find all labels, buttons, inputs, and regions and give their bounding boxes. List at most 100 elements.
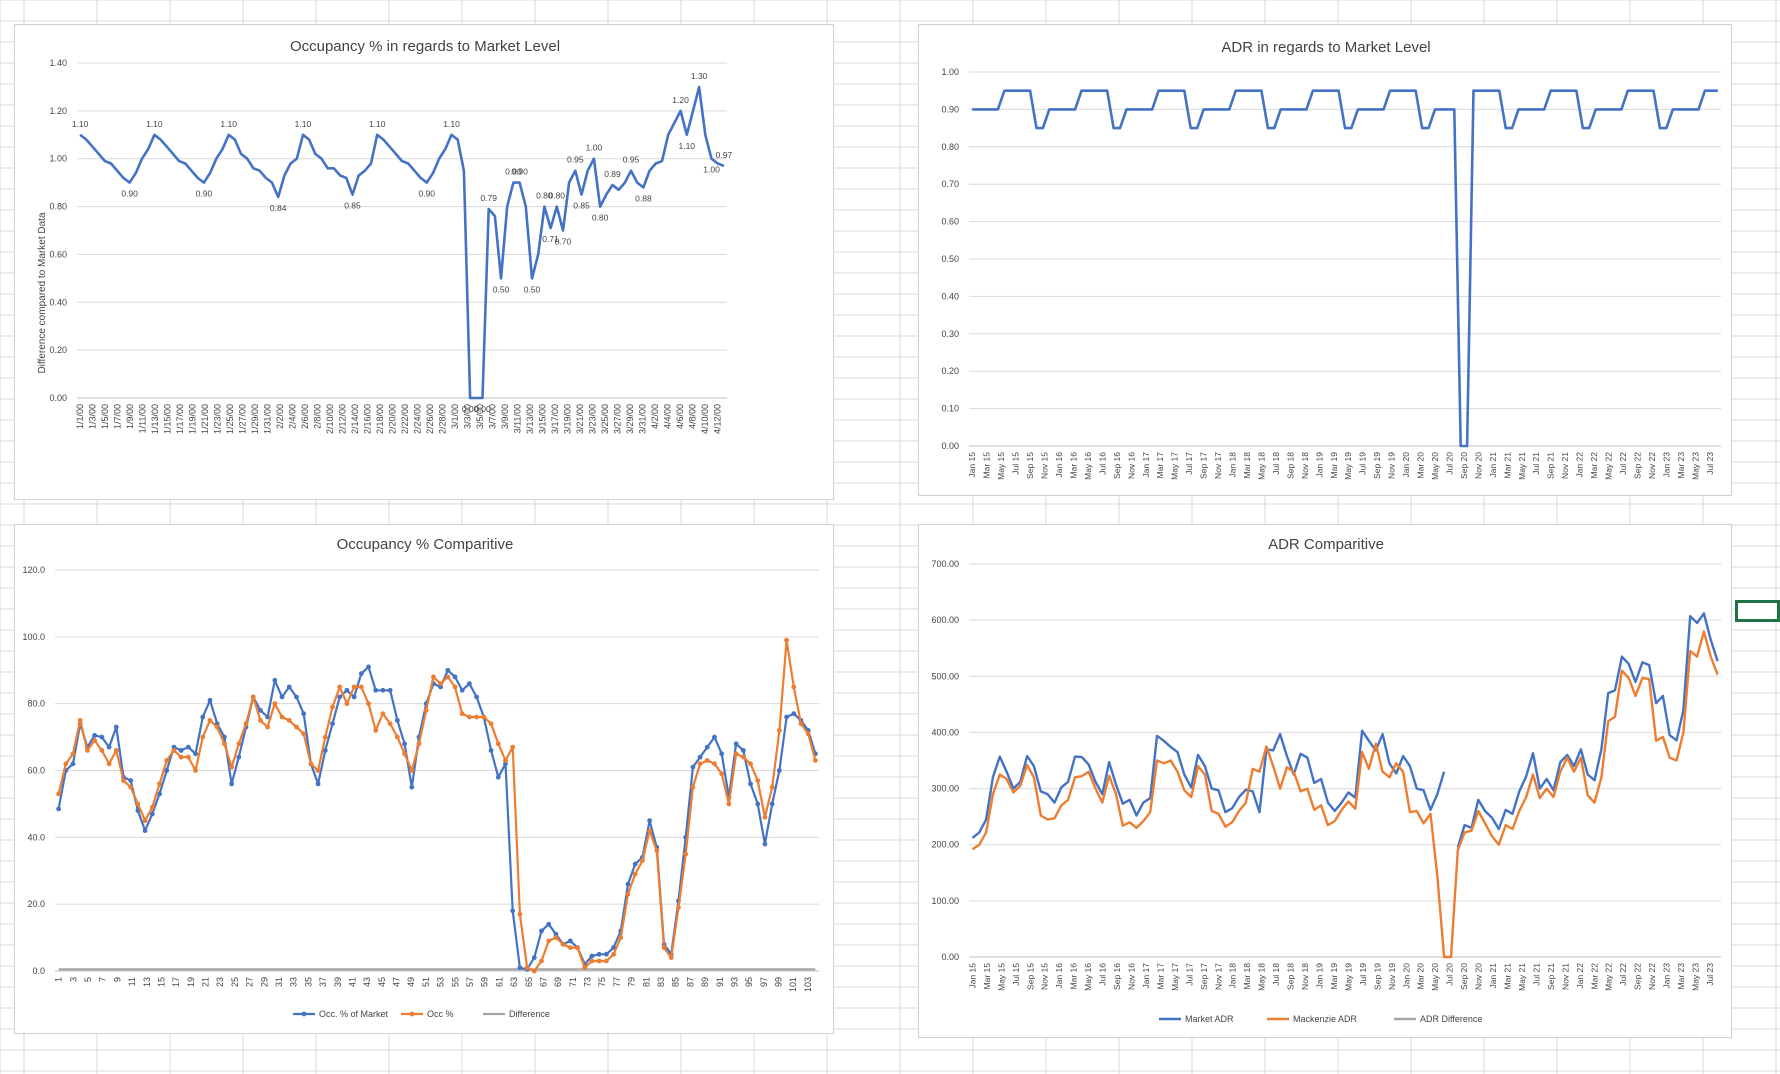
y-tick-label: 20.0 xyxy=(27,899,45,909)
x-tick-label: 3/15/00 xyxy=(538,404,548,434)
occ-point xyxy=(683,851,689,857)
x-tick-label: Mar 16 xyxy=(1068,452,1078,479)
data-label: 0.90 xyxy=(196,189,213,199)
x-tick-label: Jan 15 xyxy=(967,963,977,989)
occ-market-point xyxy=(229,781,234,787)
occ-market-point xyxy=(322,748,328,753)
occ-market-point xyxy=(603,951,609,957)
y-tick-label: 100.0 xyxy=(22,632,45,642)
x-tick-label: Jan 23 xyxy=(1662,963,1672,989)
data-label: 1.10 xyxy=(220,119,237,129)
x-tick-label: May 20 xyxy=(1430,963,1440,991)
x-tick-label: 97 xyxy=(759,977,769,987)
occ-point xyxy=(294,724,299,730)
x-tick-label: May 19 xyxy=(1343,452,1353,480)
occ-point xyxy=(459,711,465,717)
occ-point xyxy=(452,684,458,690)
x-tick-label: 1/13/00 xyxy=(150,404,160,434)
x-tick-label: May 22 xyxy=(1604,963,1614,991)
x-tick-label: 43 xyxy=(362,977,372,987)
x-tick-label: Sep 16 xyxy=(1112,452,1122,479)
selected-cell[interactable] xyxy=(1735,600,1780,622)
occ-point xyxy=(286,717,292,723)
x-tick-label: 63 xyxy=(509,977,519,987)
occ-market-point xyxy=(546,921,552,927)
x-tick-label: May 16 xyxy=(1083,452,1093,480)
y-tick-label: 1.40 xyxy=(49,58,67,68)
occ-point xyxy=(531,968,537,974)
occ-market-point xyxy=(769,801,775,807)
occ-point xyxy=(769,784,775,790)
occ-market-point xyxy=(315,781,321,787)
occ-point xyxy=(640,858,645,864)
legend-label: ADR Difference xyxy=(1420,1014,1482,1024)
occ-point xyxy=(668,955,674,961)
x-tick-label: Jul 21 xyxy=(1531,963,1541,986)
occ-market-point xyxy=(142,828,148,834)
occ-point xyxy=(625,891,631,897)
adr-market-chart[interactable]: ADR in regards to Market Level 0.00 0.10 0… xyxy=(918,24,1732,496)
data-label: 0.70 xyxy=(555,237,572,247)
y-tick-label: 1.00 xyxy=(941,67,959,77)
x-tick-label: May 17 xyxy=(1170,963,1180,991)
x-tick-label: Sep 17 xyxy=(1199,452,1209,479)
x-tick-label: Mar 21 xyxy=(1502,452,1512,479)
occ-point xyxy=(214,724,220,730)
occ-point xyxy=(380,711,386,717)
adr-comparitive-chart[interactable]: ADR Comparitive 0.00 100.00 200.00 300.00 40… xyxy=(918,524,1732,1038)
x-tick-label: 4/12/00 xyxy=(713,404,723,434)
legend-label: Difference xyxy=(509,1009,550,1019)
x-tick-label: 69 xyxy=(553,977,563,987)
occ-point xyxy=(596,958,602,964)
x-tick-label: 1/23/00 xyxy=(213,404,223,434)
occ-market-point xyxy=(784,714,789,720)
x-tick-label: May 20 xyxy=(1430,452,1440,480)
occ-point xyxy=(279,714,285,720)
occ-market-point xyxy=(56,806,62,812)
y-tick-label: 0.50 xyxy=(941,254,959,264)
y-tick-label: 0.60 xyxy=(941,217,959,227)
x-tick-label: 2/22/00 xyxy=(400,404,410,434)
occ-point xyxy=(272,701,278,707)
x-tick-label: 1/11/00 xyxy=(138,404,148,433)
occ-point xyxy=(740,754,746,760)
occ-point xyxy=(135,801,141,807)
occ-market-point xyxy=(755,801,761,807)
x-tick-label: Nov 18 xyxy=(1300,963,1310,990)
x-tick-label: Mar 23 xyxy=(1676,452,1686,479)
x-tick-label: 61 xyxy=(494,977,504,987)
occ-point xyxy=(229,764,234,770)
occupancy-market-chart-svg: Occupancy % in regards to Market Level D… xyxy=(37,38,732,434)
y-tick-label: 40.0 xyxy=(27,832,45,842)
mackenzie-adr-line xyxy=(971,630,1719,959)
x-tick-label: Nov 16 xyxy=(1126,452,1136,479)
occ-market-point xyxy=(185,744,191,750)
x-tick-label: Mar 15 xyxy=(982,963,992,990)
occ-market-point xyxy=(200,714,206,720)
occupancy-market-chart[interactable]: Occupancy % in regards to Market Level D… xyxy=(14,24,834,500)
x-tick-label: 3/25/00 xyxy=(600,404,610,434)
x-tick-label: Jul 16 xyxy=(1097,452,1107,475)
occ-point xyxy=(344,701,350,707)
data-label: 1.00 xyxy=(703,165,720,175)
x-tick-label: Jan 16 xyxy=(1054,452,1064,478)
occ-point xyxy=(467,714,472,720)
x-tick-label: 2/18/00 xyxy=(375,404,385,434)
x-tick-label: 11 xyxy=(127,977,137,986)
occ-point xyxy=(517,911,523,917)
x-tick-label: 103 xyxy=(803,977,813,992)
occ-point xyxy=(416,741,422,747)
occ-market-point xyxy=(149,811,155,817)
x-tick-label: 3/7/00 xyxy=(488,404,498,429)
occ-market-point xyxy=(697,754,703,760)
occ-market-point xyxy=(776,768,782,773)
x-tick-label: Nov 15 xyxy=(1040,452,1050,479)
occ-point xyxy=(250,694,256,700)
occ-market-point xyxy=(589,953,595,959)
occupancy-comparitive-chart[interactable]: Occupancy % Comparitive 0.0 20.0 40.0 60.0 8… xyxy=(14,524,834,1034)
x-tick-label: Nov 17 xyxy=(1213,963,1223,990)
legend-marker xyxy=(409,1011,415,1017)
occ-point xyxy=(337,684,343,690)
x-tick-label: 55 xyxy=(450,977,460,987)
x-tick-label: 31 xyxy=(274,977,284,987)
